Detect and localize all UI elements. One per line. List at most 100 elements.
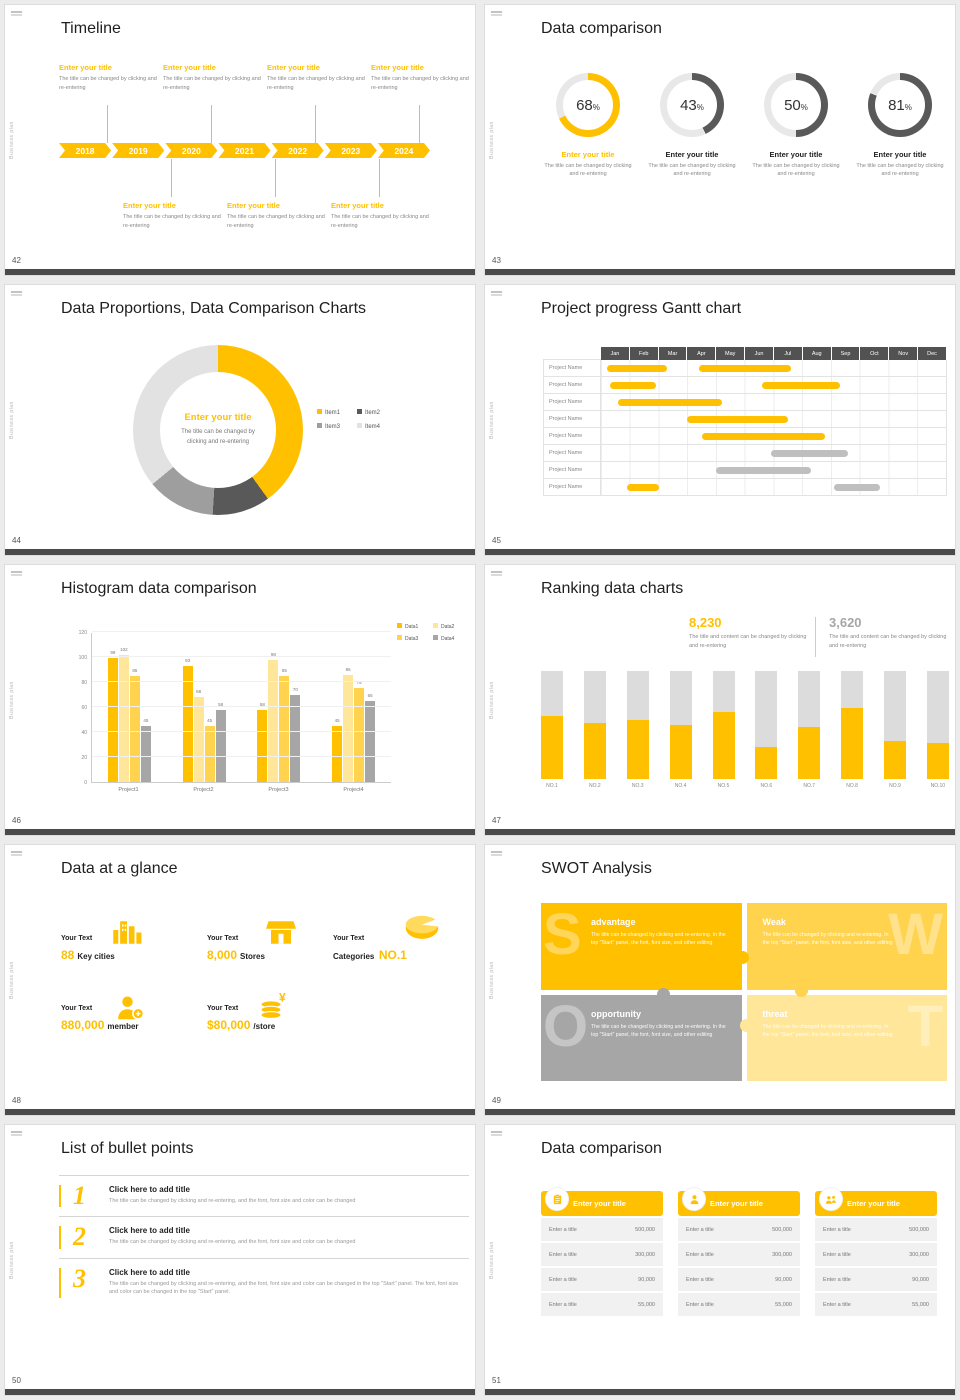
swot-desc: The title can be changed by clicking and…: [762, 1023, 893, 1038]
stat-label: Your Text: [61, 1005, 93, 1012]
row-value: 300,000: [909, 1251, 929, 1258]
slide-side-text: Business plan: [9, 961, 15, 999]
table-row[interactable]: Enter a title 300,000: [541, 1243, 663, 1266]
timeline-entry[interactable]: Enter your title The title can be change…: [163, 63, 261, 92]
bar-data3: 85: [129, 668, 140, 782]
list-item[interactable]: 1 Click here to add title The title can …: [59, 1175, 469, 1216]
slide-42-timeline[interactable]: Business plan Timeline Enter your title …: [4, 4, 476, 276]
legend-swatch: [317, 423, 322, 428]
table-row[interactable]: Enter a title 55,000: [678, 1293, 800, 1316]
month-header: Feb: [629, 347, 659, 360]
slide-46-histogram[interactable]: Business plan Histogram data comparison …: [4, 564, 476, 836]
x-tick-label: Project4: [343, 787, 364, 793]
slide-44-data-proportions[interactable]: Business plan Data Proportions, Data Com…: [4, 284, 476, 556]
stat-block[interactable]: Your Text 880,000 member: [61, 1005, 139, 1034]
table-row[interactable]: Enter a title 500,000: [541, 1218, 663, 1241]
table-row[interactable]: Enter a title 55,000: [541, 1293, 663, 1316]
stat-desc: The title and content can be changed by …: [829, 634, 947, 649]
timeline-connector: [419, 105, 420, 143]
progress-donut: 68%: [556, 73, 620, 137]
table-row[interactable]: Enter a title 300,000: [678, 1243, 800, 1266]
swot-quadrant-threat[interactable]: T threat The title can be changed by cli…: [739, 994, 947, 1081]
table-row[interactable]: Enter a title 500,000: [678, 1218, 800, 1241]
page-number: 43: [492, 256, 501, 265]
list-item-title: Click here to add title: [109, 1226, 190, 1236]
stat-block[interactable]: Your Text Categories NO.1: [333, 935, 407, 964]
slide-49-swot-analysis[interactable]: Business plan SWOT Analysis S advantage …: [484, 844, 956, 1116]
swot-quadrant-weak[interactable]: W Weak The title can be changed by click…: [746, 902, 947, 997]
slide-47-ranking-charts[interactable]: Business plan Ranking data charts 8,230 …: [484, 564, 956, 836]
month-header: Mar: [658, 347, 688, 360]
timeline-entry[interactable]: Enter your title The title can be change…: [123, 201, 221, 230]
timeline-connector: [107, 105, 108, 143]
swot-quadrant-opportunity[interactable]: O opportunity The title can be changed b…: [541, 987, 742, 1081]
table-row[interactable]: Enter a title 90,000: [815, 1268, 937, 1291]
donut-stat[interactable]: 50% Enter your title The title can be ch…: [751, 73, 841, 179]
timeline-year[interactable]: 2024: [378, 143, 430, 158]
list-item-number: 2: [73, 1222, 86, 1252]
donut-stat[interactable]: 68% Enter your title The title can be ch…: [543, 73, 633, 179]
table-header[interactable]: Enter your title: [541, 1188, 663, 1216]
donut-title: Enter your title: [769, 150, 823, 159]
slide-48-data-at-a-glance[interactable]: Business plan Data at a glance Your Text…: [4, 844, 476, 1116]
donut-hole: 43%: [667, 80, 717, 130]
table-header[interactable]: Enter your title: [678, 1188, 800, 1216]
stat-block[interactable]: Your Text 88 Key cities: [61, 935, 115, 964]
table-row[interactable]: Enter a title 90,000: [541, 1268, 663, 1291]
timeline-year[interactable]: 2019: [112, 143, 164, 158]
stat-block[interactable]: Your Text $80,000/store: [207, 1005, 275, 1034]
table-header[interactable]: Enter your title: [815, 1188, 937, 1216]
timeline-year[interactable]: 2021: [218, 143, 270, 158]
timeline-connector: [379, 159, 380, 197]
list-item-desc: The title can be changed by clicking and…: [109, 1198, 356, 1204]
donut-stat[interactable]: 43% Enter your title The title can be ch…: [647, 73, 737, 179]
timeline-entry[interactable]: Enter your title The title can be change…: [227, 201, 325, 230]
list-item[interactable]: 2 Click here to add title The title can …: [59, 1216, 469, 1257]
slide-51-data-comparison-tables[interactable]: Business plan Data comparison Enter your…: [484, 1124, 956, 1396]
list-item[interactable]: 3 Click here to add title The title can …: [59, 1257, 469, 1308]
donut-desc: The title can be changed by clicking and…: [648, 163, 736, 178]
month-header: Jul: [773, 347, 803, 360]
table-row[interactable]: Enter a title 500,000: [815, 1218, 937, 1241]
timeline-year[interactable]: 2023: [325, 143, 377, 158]
legend-swatch: [397, 623, 402, 628]
legend-entry: Item4: [357, 423, 393, 430]
table-header-label: Enter your title: [710, 1199, 763, 1208]
swot-quadrant-advantage[interactable]: S advantage The title can be changed by …: [541, 903, 749, 990]
timeline-entry[interactable]: Enter your title The title can be change…: [331, 201, 429, 230]
progress-donut: 50%: [764, 73, 828, 137]
ranking-label: NO.9: [889, 783, 901, 789]
percent-sign: %: [592, 102, 600, 112]
slide-50-bullet-points[interactable]: Business plan List of bullet points 1 Cl…: [4, 1124, 476, 1396]
table-row[interactable]: Enter a title 300,000: [815, 1243, 937, 1266]
table-row[interactable]: Enter a title 55,000: [815, 1293, 937, 1316]
slide-43-data-comparison[interactable]: Business plan Data comparison 68% Enter …: [484, 4, 956, 276]
timeline-year[interactable]: 2020: [165, 143, 217, 158]
table-row[interactable]: Enter a title 90,000: [678, 1268, 800, 1291]
ranking-track: [583, 671, 606, 779]
stat-value: NO.1: [378, 948, 407, 962]
ranking-column: NO.3: [626, 671, 649, 789]
ranking-column: NO.10: [926, 671, 949, 789]
gridline: [92, 756, 391, 757]
timeline-entry[interactable]: Enter your title The title can be change…: [371, 63, 469, 92]
slide-45-gantt-chart[interactable]: Business plan Project progress Gantt cha…: [484, 284, 956, 556]
gantt-row-label: Project Name: [543, 377, 601, 394]
donut-stat[interactable]: 81% Enter your title The title can be ch…: [855, 73, 945, 179]
timeline-entry[interactable]: Enter your title The title can be change…: [59, 63, 157, 92]
bar-group: 99 102 85 45: [92, 633, 167, 782]
ranking-fill: [884, 741, 906, 779]
timeline-year[interactable]: 2018: [59, 143, 111, 158]
timeline-entry[interactable]: Enter your title The title can be change…: [267, 63, 365, 92]
y-tick-label: 20: [81, 755, 87, 761]
percent-value: 43: [680, 96, 697, 114]
timeline-entry-title: Enter your title: [371, 63, 424, 72]
stat-block[interactable]: Your Text 8,000 Stores: [207, 935, 265, 964]
slide-side-text: Business plan: [489, 681, 495, 719]
slide-footer-bar: [5, 269, 475, 275]
legend-label: Data3: [405, 636, 419, 642]
swot-letter: W: [888, 902, 943, 967]
bar-data3: 45: [204, 718, 215, 782]
timeline-year[interactable]: 2022: [272, 143, 324, 158]
